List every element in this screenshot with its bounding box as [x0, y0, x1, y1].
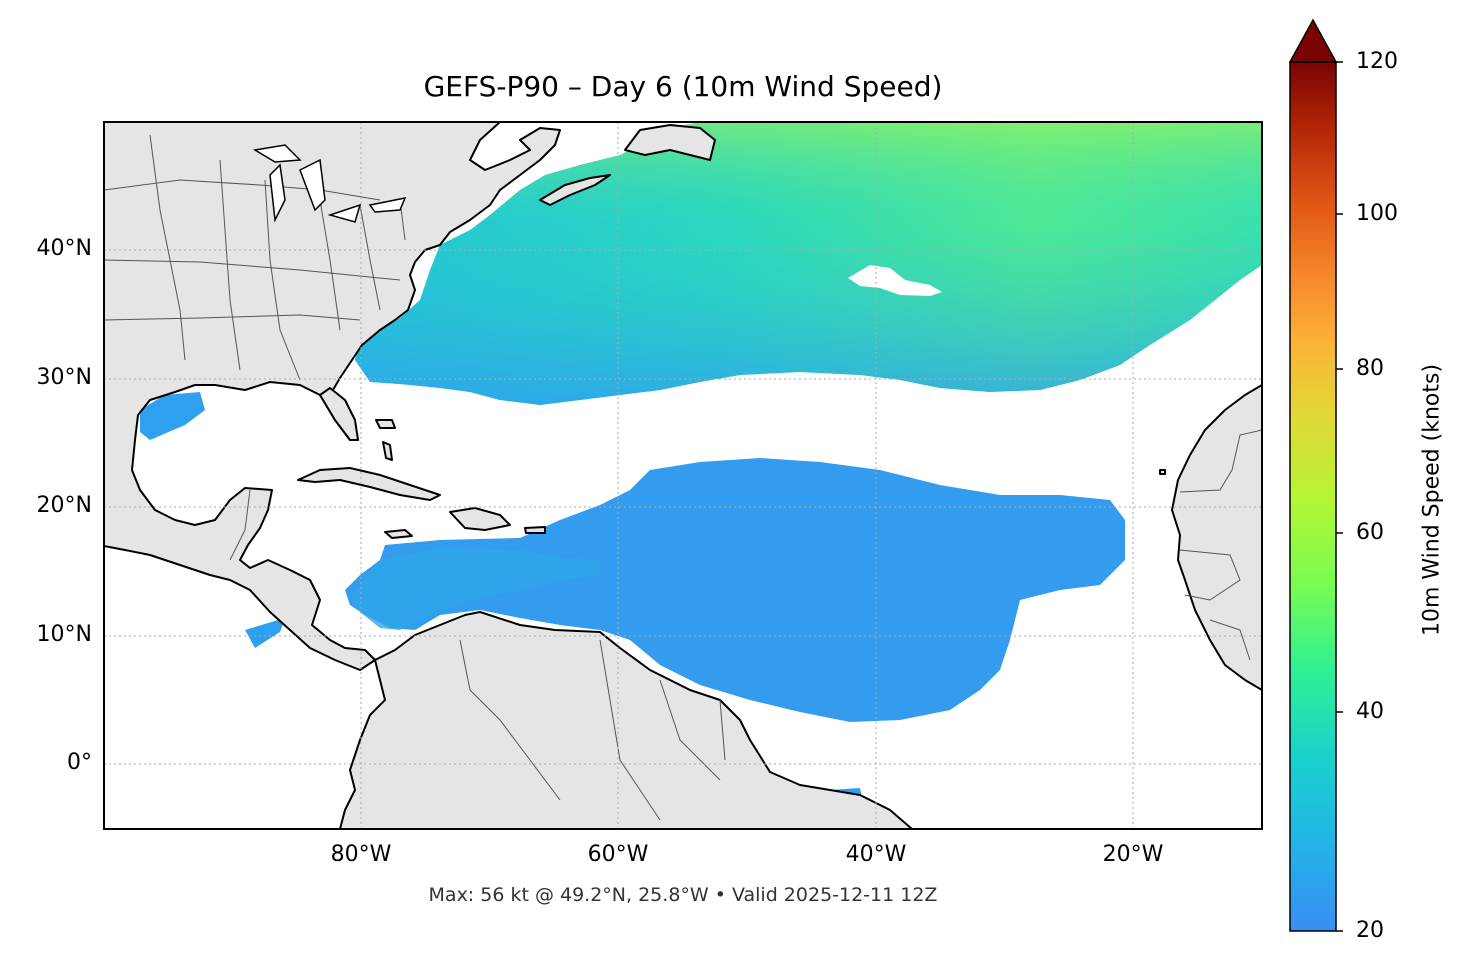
north-america	[104, 122, 561, 671]
footer-note: Max: 56 kt @ 49.2°N, 25.8°W • Valid 2025…	[428, 884, 938, 906]
lat-tick-10n: 10°N	[36, 622, 92, 647]
lon-tick-80w: 80°W	[330, 842, 392, 867]
south-america	[339, 611, 913, 829]
lon-tick-20w: 20°W	[1102, 842, 1164, 867]
colorbar-label: 10m Wind Speed (knots)	[1419, 363, 1445, 637]
africa	[1171, 384, 1262, 691]
colorbar-tick-120: 120	[1356, 49, 1398, 74]
cuba	[297, 467, 441, 501]
wind-field-tropical	[345, 458, 1125, 722]
lon-tick-60w: 60°W	[587, 842, 649, 867]
colorbar-extend-arrow	[1288, 18, 1338, 63]
colorbar-tick-60: 60	[1356, 520, 1384, 545]
wind-gap-north	[848, 265, 942, 296]
gridlines	[104, 122, 1262, 829]
lat-tick-20n: 20°N	[36, 493, 92, 518]
map-frame	[103, 121, 1263, 830]
land	[104, 122, 1262, 829]
lat-tick-0: 0°	[67, 750, 92, 775]
wind-patch-pacific	[245, 618, 285, 648]
canary-islands	[1159, 469, 1166, 475]
map-title: GEFS-P90 – Day 6 (10m Wind Speed)	[423, 70, 943, 103]
wind-patch-gulf	[140, 392, 205, 440]
bahamas-2	[382, 441, 393, 461]
jamaica	[384, 529, 413, 539]
colorbar-tick-80: 80	[1356, 356, 1384, 381]
newfoundland	[624, 124, 716, 161]
wind-field-caribbean	[350, 548, 600, 630]
colorbar	[1289, 61, 1337, 932]
colorbar-ticks	[1336, 61, 1343, 932]
nova-scotia	[539, 174, 611, 206]
florida	[319, 387, 359, 441]
lat-tick-30n: 30°N	[36, 365, 92, 390]
lat-tick-40n: 40°N	[36, 236, 92, 261]
colorbar-tick-40: 40	[1356, 699, 1384, 724]
great-lakes	[252, 144, 407, 223]
hispaniola	[449, 507, 511, 531]
bahamas	[375, 419, 396, 429]
puerto-rico	[524, 526, 546, 534]
colorbar-tick-20: 20	[1356, 918, 1384, 943]
colorbar-tick-100: 100	[1356, 201, 1398, 226]
wind-field-north-shade	[355, 122, 1262, 405]
lon-tick-40w: 40°W	[845, 842, 907, 867]
